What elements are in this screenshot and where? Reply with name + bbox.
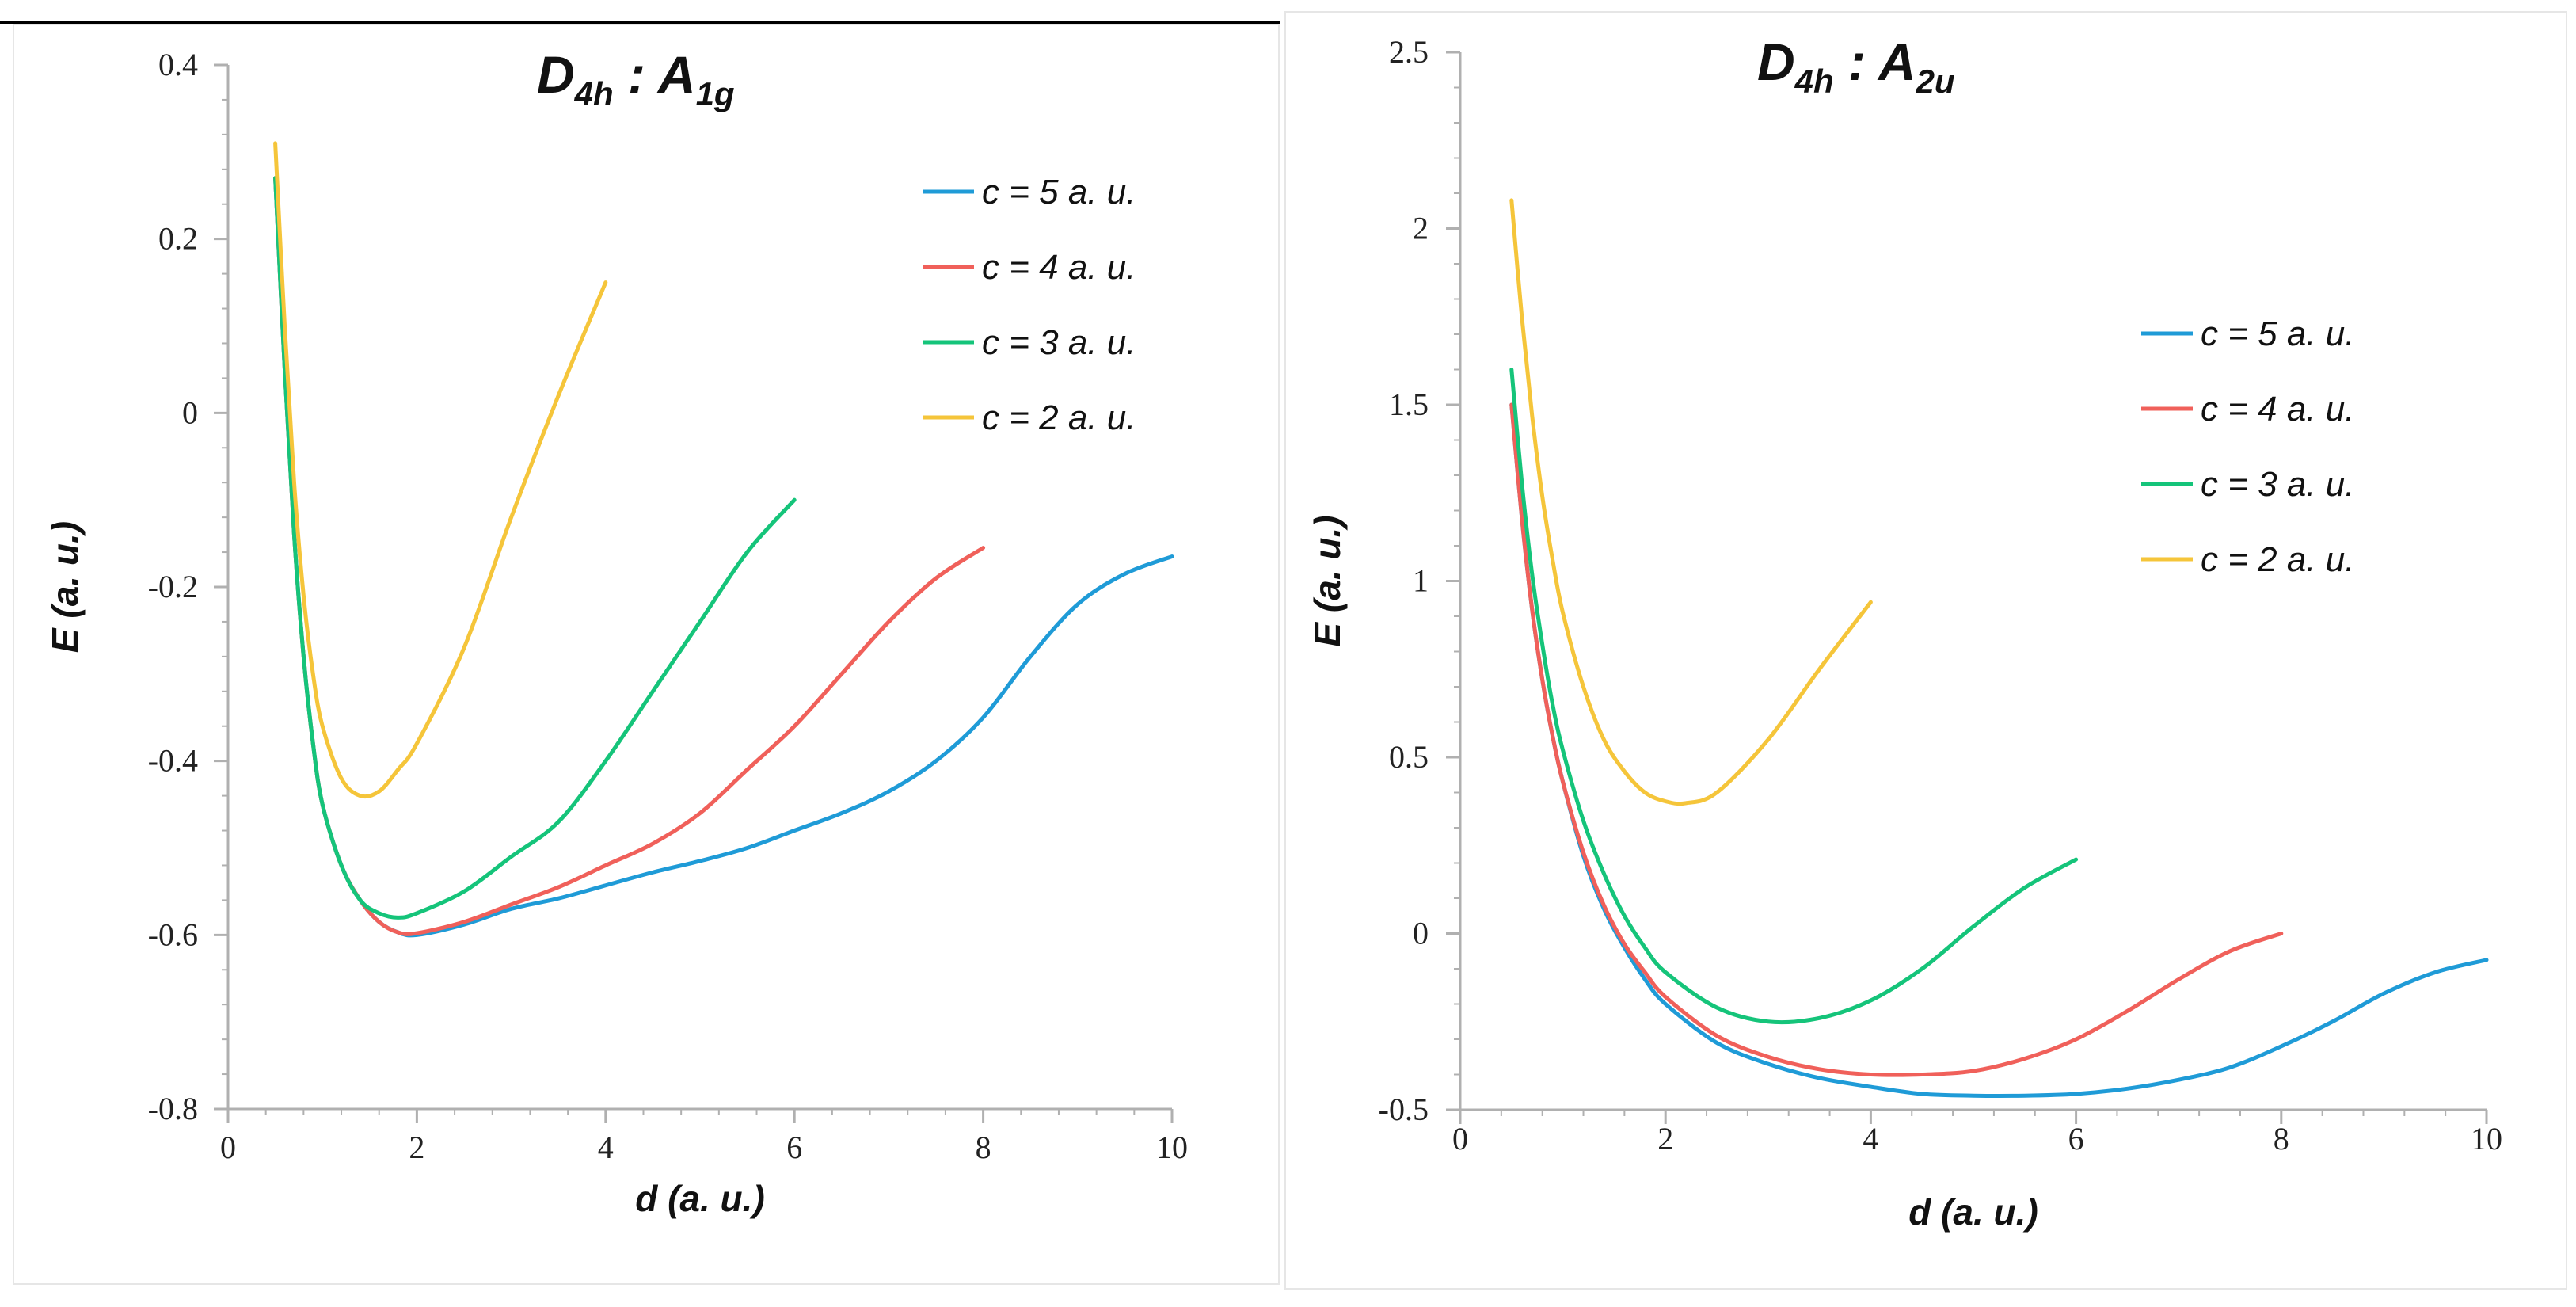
chart-a1g: 0.4 0.2 0 -0.2 -0.4 -0.6 -0.8 0 2 4 6 8 10 c = 5 a. u… [44,45,1188,1219]
legend-label: c = 4 a. u. [2201,390,2354,429]
legend-label: c = 3 a. u. [982,323,1136,362]
x-tick-label: 2 [409,1130,424,1165]
y-axis-title: E (a. u.) [1307,515,1348,646]
x-tick-label: 4 [598,1130,614,1165]
legend-label: c = 3 a. u. [2201,465,2354,504]
x-tick-label: 6 [786,1130,802,1165]
x-tick-label: 10 [1156,1130,1188,1165]
chart-panel-a2u: 2.5 2 1.5 1 0.5 0 -0.5 0 2 4 6 8 10 c = 5 a. u. c = 4 … [1284,11,2567,1290]
x-axis-title: d (a. u.) [1908,1191,2038,1233]
legend-label: c = 4 a. u. [982,248,1136,287]
x-tick-label: 8 [976,1130,991,1165]
legend-label: c = 2 a. u. [982,398,1136,437]
x-tick-label: 2 [1657,1121,1673,1156]
y-tick-label: 0.4 [158,47,198,82]
legend-label: c = 5 a. u. [2201,314,2354,353]
x-tick-label: 8 [2274,1121,2289,1156]
y-tick-label: -0.8 [148,1091,198,1126]
series-line-c-5-a-u [273,176,1174,938]
x-tick-label: 10 [2471,1121,2502,1156]
y-tick-label: -0.5 [1379,1092,1429,1127]
x-tick-label: 6 [2068,1121,2084,1156]
legend-label: c = 5 a. u. [982,173,1136,211]
y-tick-label: 1.5 [1389,387,1429,422]
y-tick-label: -0.6 [148,916,198,952]
y-tick-label: 1 [1413,563,1429,599]
y-axis-title: E (a. u.) [44,521,86,653]
chart-a2u: 2.5 2 1.5 1 0.5 0 -0.5 0 2 4 6 8 10 c = 5 a. u. c = 4 … [1307,32,2502,1233]
series-line-c-3-a-u [273,176,797,920]
y-tick-label: 0.2 [158,221,198,257]
series-line-c-2-a-u [1509,198,1873,806]
x-axis-title: d (a. u.) [635,1178,765,1219]
x-tick-label: 4 [1863,1121,1878,1156]
y-tick-label: 0.5 [1389,739,1429,775]
y-tick-label: 0 [182,394,198,430]
series-line-c-4-a-u [1509,402,2284,1077]
top-border-line [0,21,1280,24]
y-tick-label: 0 [1413,916,1429,951]
y-tick-label: -0.4 [148,743,198,779]
chart-title: D4h : A1g [537,45,735,112]
chart-title: D4h : A2u [1757,32,1955,100]
series-line-c-3-a-u [1509,368,2079,1025]
y-tick-label: -0.2 [148,569,198,604]
legend-label: c = 2 a. u. [2201,540,2354,579]
series-line-c-4-a-u [273,176,986,936]
y-tick-label: 2.5 [1389,34,1429,70]
y-tick-label: 2 [1413,211,1429,246]
chart-panel-a1g: 0.4 0.2 0 -0.2 -0.4 -0.6 -0.8 0 2 4 6 8 10 c = 5 a. u… [13,24,1280,1285]
x-tick-label: 0 [220,1130,236,1165]
series-line-c-2-a-u [273,141,608,799]
x-tick-label: 0 [1452,1121,1468,1156]
